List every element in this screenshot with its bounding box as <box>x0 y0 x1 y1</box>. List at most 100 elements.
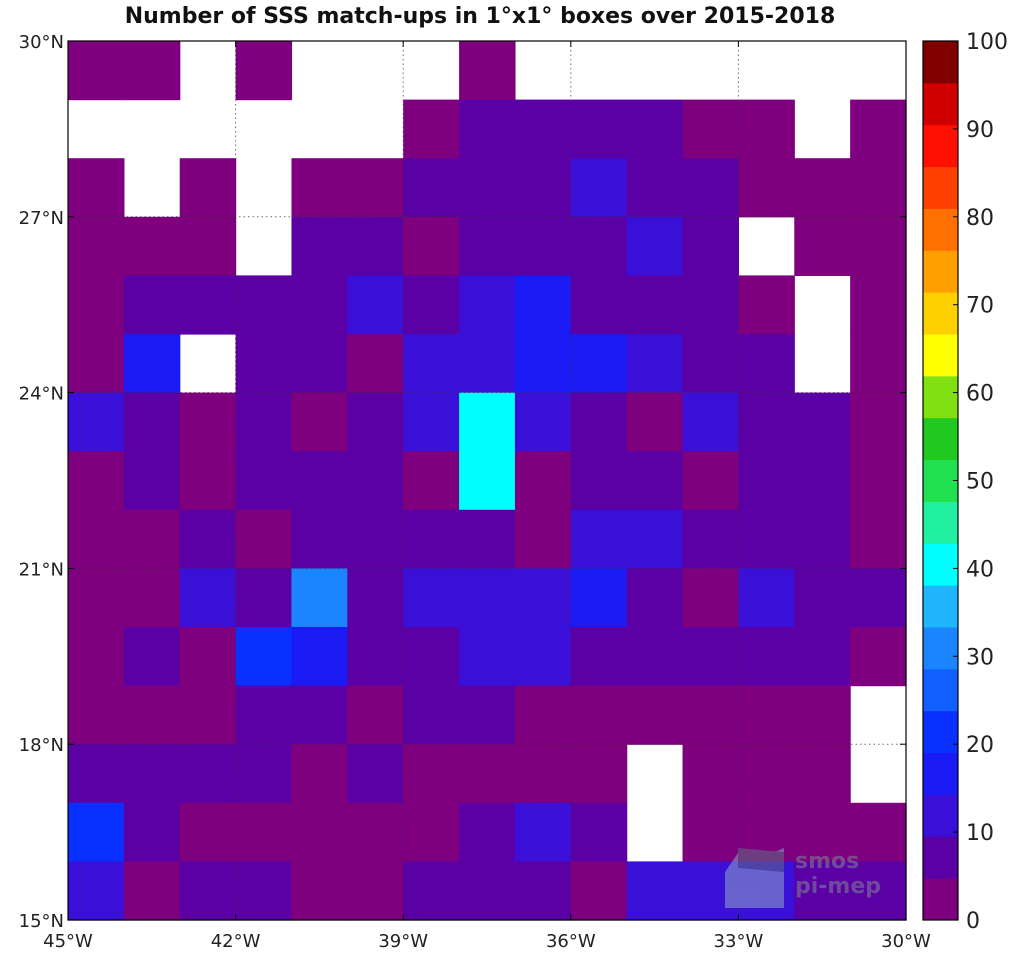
heatmap-cell <box>291 861 348 921</box>
heatmap-cell <box>682 334 739 394</box>
heatmap-cell <box>403 627 460 687</box>
heatmap-cell <box>850 861 907 921</box>
y-tick-label: 21°N <box>19 559 64 580</box>
heatmap-cell <box>850 334 907 394</box>
heatmap-cell <box>738 568 795 628</box>
chart-title: Number of SSS match-ups in 1°x1° boxes o… <box>124 4 836 29</box>
heatmap-cell <box>459 861 516 921</box>
heatmap-cell <box>179 861 237 921</box>
heatmap-cell <box>68 158 125 218</box>
heatmap-cell <box>682 216 739 276</box>
colorbar-segment <box>923 208 958 251</box>
heatmap-cell <box>570 334 628 394</box>
colorbar-tick-label: 30 <box>966 645 994 670</box>
heatmap-cell <box>291 334 348 394</box>
heatmap-cell <box>626 685 684 745</box>
heatmap-cell <box>738 685 795 745</box>
colorbar-tick-label: 20 <box>966 733 994 758</box>
heatmap-cell <box>794 568 851 628</box>
heatmap-cell <box>68 275 125 335</box>
heatmap-cell <box>179 451 237 511</box>
heatmap-cell <box>347 216 404 276</box>
colorbar-segment <box>923 292 958 335</box>
heatmap-cell <box>68 627 125 687</box>
heatmap-cell <box>514 802 572 862</box>
heatmap-cell <box>235 275 293 335</box>
colorbar-segment <box>923 250 958 293</box>
heatmap-cell <box>403 99 460 159</box>
heatmap-cell <box>738 275 795 335</box>
heatmap-cell <box>570 627 628 687</box>
x-tick-label: 39°W <box>378 931 428 952</box>
heatmap-cell <box>738 509 795 569</box>
y-tick-label: 24°N <box>19 384 64 405</box>
heatmap-cell <box>179 392 237 452</box>
colorbar-segment <box>923 334 958 377</box>
heatmap-cell <box>179 275 237 335</box>
heatmap-cell <box>514 451 572 511</box>
heatmap-cell <box>68 334 125 394</box>
heatmap-cell <box>850 275 907 335</box>
heatmap-cell <box>682 568 739 628</box>
heatmap-cell <box>514 509 572 569</box>
heatmap-cell <box>850 509 907 569</box>
gridlines <box>68 41 906 920</box>
heatmap-cell <box>570 509 628 569</box>
x-tick-label: 30°W <box>881 931 931 952</box>
heatmap-cell <box>403 334 460 394</box>
heatmap-cell <box>291 158 348 218</box>
heatmap-cell <box>570 568 628 628</box>
heatmap-cell <box>179 802 237 862</box>
heatmap-cell <box>459 568 516 628</box>
colorbar-segment <box>923 585 958 628</box>
heatmap-cell <box>459 41 516 101</box>
y-tick-label: 30°N <box>19 32 64 53</box>
heatmap-cell <box>514 216 572 276</box>
heatmap-cell <box>403 861 460 921</box>
heatmap-cell <box>514 568 572 628</box>
heatmap-cell <box>68 568 125 628</box>
heatmap-cell <box>347 861 404 921</box>
colorbar-segment <box>923 752 958 795</box>
heatmap-cell <box>794 802 851 862</box>
colorbar-tick-label: 10 <box>966 821 994 846</box>
heatmap-cell <box>738 158 795 218</box>
heatmap-cell <box>347 627 404 687</box>
heatmap-cell <box>794 509 851 569</box>
heatmap-cell <box>123 509 181 569</box>
heatmap-cell <box>403 685 460 745</box>
colorbar-segment <box>923 417 958 461</box>
heatmap-cell <box>179 627 237 687</box>
heatmap-cell <box>514 685 572 745</box>
heatmap-cell <box>738 451 795 511</box>
heatmap-cell <box>570 99 628 159</box>
heatmap-cell <box>459 627 516 687</box>
heatmap-cell <box>291 216 348 276</box>
heatmap-cell <box>235 744 293 804</box>
heatmap-cell <box>626 99 684 159</box>
watermark-text-line1: smos <box>795 849 859 874</box>
heatmap-cell <box>850 392 907 452</box>
heatmap-cell <box>68 451 125 511</box>
colorbar-tick-label: 0 <box>966 909 980 934</box>
colorbar-tick-label: 70 <box>966 294 994 319</box>
heatmap-cell <box>626 392 684 452</box>
heatmap-cell <box>850 216 907 276</box>
x-tick-label: 33°W <box>714 931 764 952</box>
heatmap-cell <box>850 99 907 159</box>
watermark-logo-icon <box>725 848 784 908</box>
heatmap-cell <box>682 744 739 804</box>
heatmap-cell <box>179 568 237 628</box>
heatmap-cell <box>347 744 404 804</box>
heatmap-cell <box>570 744 628 804</box>
heatmap-cell <box>123 627 181 687</box>
heatmap-cell <box>738 627 795 687</box>
x-axis: 45°W 42°W 39°W 36°W 33°W 30°W <box>43 41 931 952</box>
heatmap-cell <box>347 158 404 218</box>
heatmap-cell <box>235 861 293 921</box>
heatmap-cell <box>179 509 237 569</box>
colorbar-segment <box>923 543 958 586</box>
heatmap-cell <box>794 392 851 452</box>
heatmap-cell <box>68 861 125 921</box>
